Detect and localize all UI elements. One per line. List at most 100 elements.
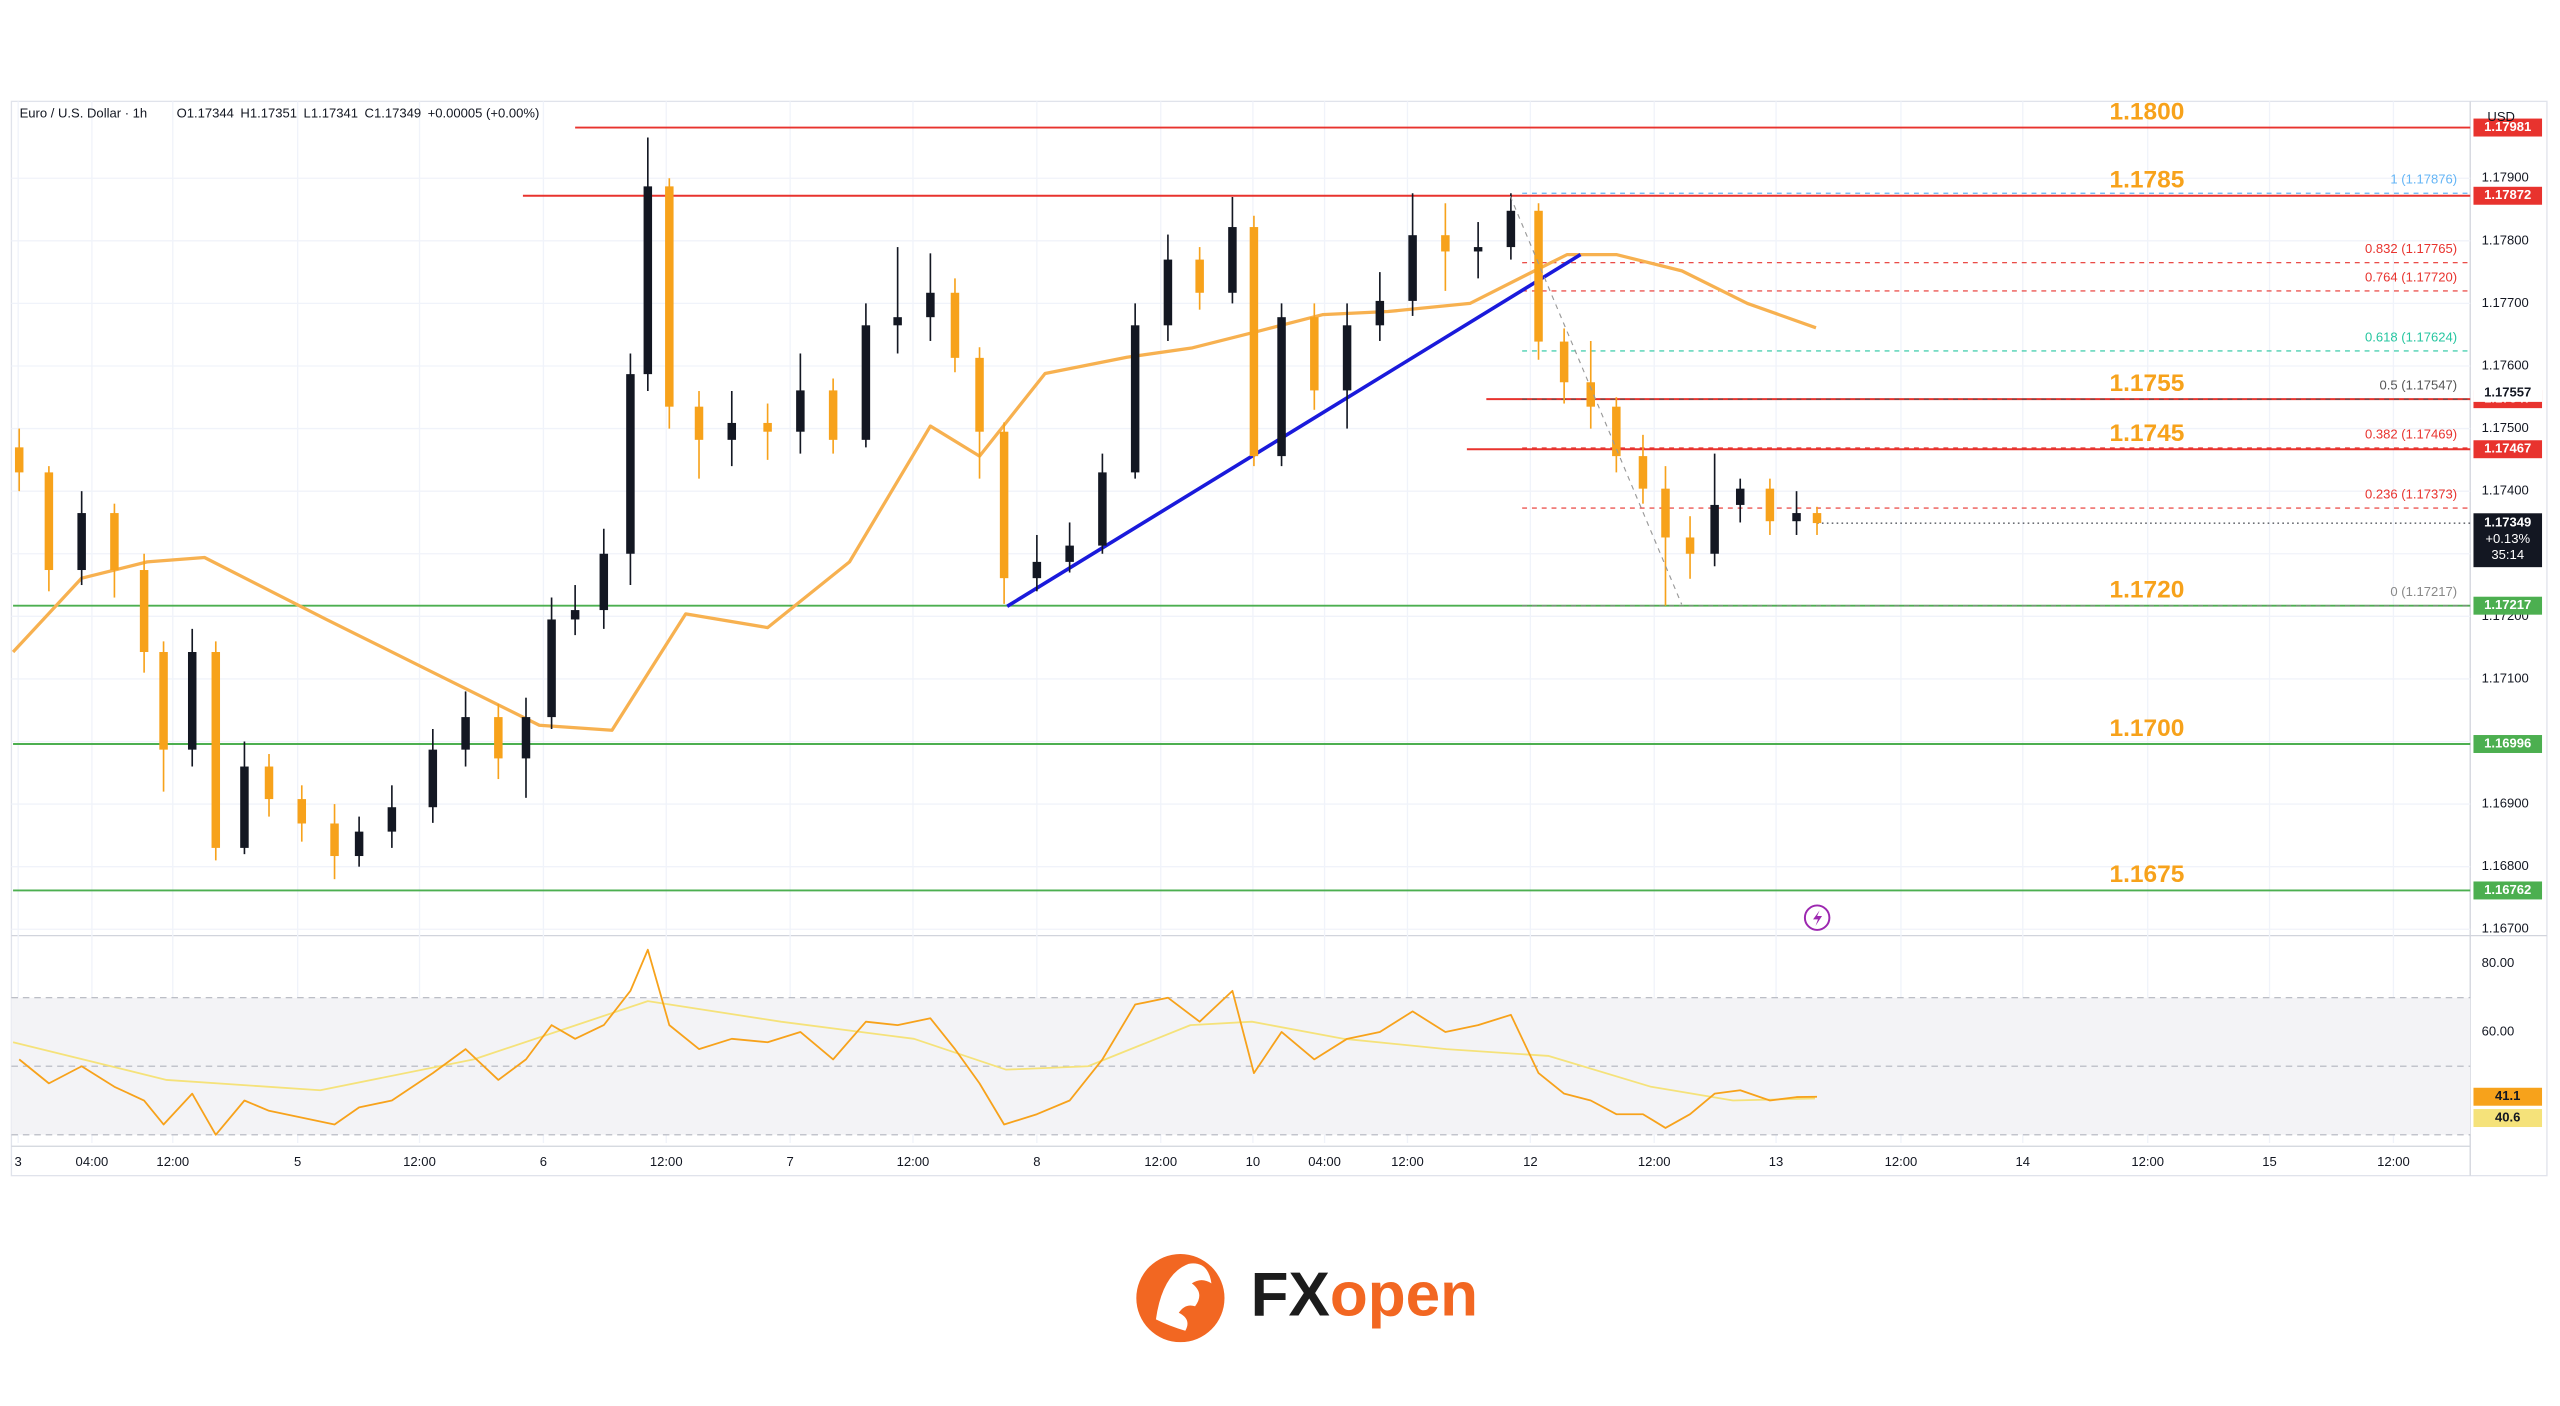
candle-body — [240, 766, 249, 848]
fib-label: 0.382 (1.17469) — [2365, 426, 2457, 441]
candle-body — [926, 292, 935, 318]
y-tick-label: 1.17400 — [2482, 483, 2529, 498]
fib-label: 0.5 (1.17547) — [2380, 378, 2458, 393]
candle-body — [1375, 300, 1385, 326]
candle-body — [297, 799, 307, 824]
rsi-ma — [12, 1000, 1815, 1102]
ma-badge: 1.17557 — [2484, 384, 2531, 399]
candle-body — [1661, 488, 1670, 538]
candle-body — [1473, 247, 1483, 252]
candle-body — [727, 422, 737, 440]
candle-body — [1195, 259, 1204, 293]
candle-body — [428, 749, 438, 808]
y-tick-label: 1.17100 — [2482, 670, 2529, 685]
x-tick-label: 12:00 — [897, 1154, 930, 1169]
candle-body — [14, 447, 24, 473]
x-tick-label: 04:00 — [1308, 1154, 1341, 1169]
y-tick-label: 1.16900 — [2482, 796, 2529, 811]
x-tick-label: 10 — [1246, 1154, 1261, 1169]
rsi-badge: 41.1 — [2495, 1088, 2520, 1103]
y-tick-label: 1.16800 — [2482, 858, 2529, 873]
candle-body — [828, 390, 838, 440]
level-badge: 1.17217 — [2484, 597, 2531, 612]
candle-body — [626, 374, 635, 554]
candle-body — [1812, 513, 1822, 524]
candle-body — [665, 186, 674, 407]
rsi-line — [18, 948, 1818, 1136]
x-tick-label: 14 — [2016, 1154, 2031, 1169]
fib-label: 0.236 (1.17373) — [2365, 486, 2457, 501]
candle-body — [1735, 488, 1745, 505]
fib-label: 0 (1.17217) — [2390, 584, 2457, 599]
candle-body — [1249, 227, 1259, 457]
candle-body — [950, 292, 960, 358]
candle-body — [1559, 341, 1569, 383]
level-label: 1.1755 — [2110, 370, 2185, 397]
candle-body — [44, 472, 54, 571]
candle-body — [1612, 406, 1621, 457]
candle-body — [139, 570, 149, 653]
ohlc-low: L1.17341 — [304, 106, 358, 121]
candle-body — [547, 619, 556, 718]
overlays — [11, 126, 2471, 1136]
logo-lion — [1155, 1263, 1212, 1331]
level-label: 1.1785 — [2110, 167, 2185, 194]
candle-body — [763, 422, 772, 432]
level-badge-bg — [2473, 440, 2543, 459]
x-tick-label: 12:00 — [156, 1154, 189, 1169]
currency: USD — [2487, 109, 2515, 124]
level-label: 1.1800 — [2110, 98, 2185, 125]
candle-body — [330, 823, 339, 857]
candle-body — [77, 513, 86, 571]
candle-body — [211, 652, 221, 848]
level-badge: 1.16996 — [2484, 735, 2531, 750]
x-tick-label: 12:00 — [1638, 1154, 1671, 1169]
x-tick-label: 04:00 — [76, 1154, 109, 1169]
candle-body — [461, 717, 470, 750]
last-price: 1.17349 — [2484, 515, 2531, 530]
candle-body — [1277, 317, 1286, 457]
y-tick-label: 1.16700 — [2482, 921, 2529, 936]
rsi-tick-label: 80.00 — [2482, 955, 2515, 970]
x-tick-label: 12 — [1523, 1154, 1538, 1169]
candle-body — [1065, 545, 1074, 562]
candle-body — [1342, 325, 1352, 391]
x-tick-label: 15 — [2262, 1154, 2277, 1169]
candles — [14, 137, 1822, 880]
rsi-badge-bg — [2473, 1087, 2543, 1106]
candle-body — [1792, 513, 1801, 522]
level-badge: 1.17872 — [2484, 187, 2531, 202]
logo-fx: FX — [1251, 1261, 1330, 1330]
x-tick-label: 12:00 — [403, 1154, 436, 1169]
last-change: +0.13% — [2485, 531, 2530, 546]
candle-body — [521, 717, 531, 759]
x-tick-label: 5 — [294, 1154, 301, 1169]
candle-body — [1685, 537, 1695, 554]
candle-body — [1163, 259, 1173, 326]
candle-body — [1638, 456, 1648, 489]
fib-label: 0.832 (1.17765) — [2365, 241, 2457, 256]
rsi-ma-badge-bg — [2473, 1109, 2543, 1128]
candle-body — [1032, 561, 1042, 579]
x-tick-label: 7 — [786, 1154, 793, 1169]
ma-badge-bg — [2473, 383, 2543, 402]
logo-text: FXopen — [1251, 1261, 1478, 1330]
logo-open: open — [1330, 1261, 1478, 1330]
candle-body — [1506, 210, 1516, 248]
ohlc-high: H1.17351 — [240, 106, 297, 121]
candle-body — [264, 766, 274, 800]
x-tick-label: 6 — [540, 1154, 547, 1169]
level-label: 1.1720 — [2110, 576, 2185, 603]
candle-body — [1534, 210, 1543, 342]
candle-body — [1098, 472, 1107, 546]
y-tick-label: 1.17600 — [2482, 357, 2529, 372]
rsi-ma-badge: 40.6 — [2495, 1109, 2520, 1124]
x-tick-label: 13 — [1769, 1154, 1784, 1169]
candle-body — [1441, 235, 1450, 252]
fib-label: 1 (1.17876) — [2390, 172, 2457, 187]
candle-body — [570, 610, 580, 620]
level-badge-bg — [2473, 186, 2543, 205]
ohlc-open: O1.17344 — [177, 106, 234, 121]
